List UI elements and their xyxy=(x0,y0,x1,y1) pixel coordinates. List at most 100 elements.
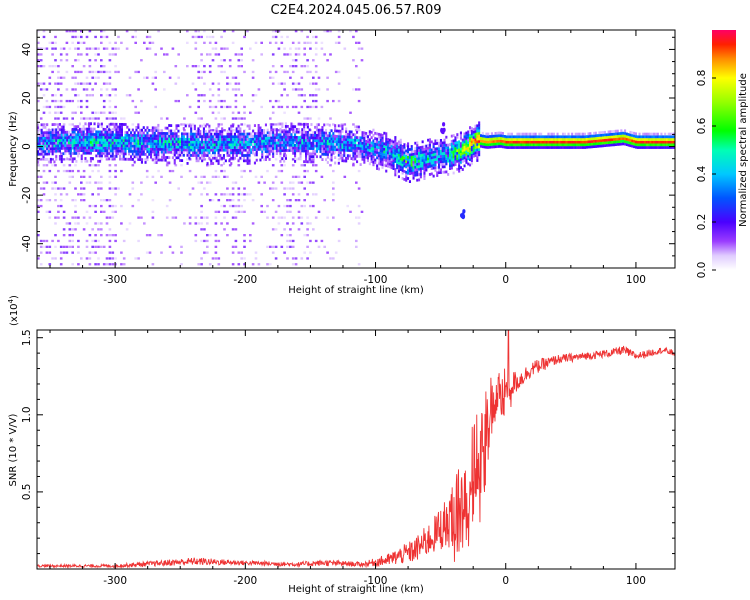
heatmap-cell xyxy=(255,142,258,146)
colorbar-tick-label: 0.2 xyxy=(696,214,708,231)
heatmap-cell xyxy=(268,139,271,143)
heatmap-cell xyxy=(507,135,510,139)
heatmap-cell xyxy=(234,88,238,91)
heatmap-cell xyxy=(120,131,123,134)
heatmap-cell xyxy=(280,164,284,167)
heatmap-cell xyxy=(122,257,126,260)
heatmap-cell xyxy=(326,59,329,62)
heatmap-cell xyxy=(654,146,657,149)
heatmap-cell xyxy=(487,140,490,144)
heatmap-cell xyxy=(55,149,58,153)
heatmap-cell xyxy=(354,154,357,158)
heatmap-cell xyxy=(243,130,246,133)
heatmap-cell xyxy=(88,125,91,128)
heatmap-cell xyxy=(469,134,472,137)
heatmap-cell xyxy=(232,135,235,139)
heatmap-cell xyxy=(463,148,466,152)
heatmap-cell xyxy=(377,146,380,150)
heatmap-cell xyxy=(547,146,550,149)
heatmap-cell xyxy=(237,148,240,152)
heatmap-cell xyxy=(487,132,490,136)
heatmap-cell xyxy=(294,88,298,91)
heatmap-cell xyxy=(237,111,241,114)
heatmap-cell xyxy=(162,156,165,159)
heatmap-cell xyxy=(100,187,103,190)
heatmap-cell xyxy=(161,148,164,151)
heatmap-cell xyxy=(252,151,255,154)
heatmap-cell xyxy=(113,136,116,139)
colorbar-label: Normalized spectral amplitude xyxy=(738,73,749,227)
y-tick-label: 1.0 xyxy=(21,406,33,423)
heatmap-cell xyxy=(197,76,200,79)
heatmap-cell xyxy=(131,150,134,153)
heatmap-cell xyxy=(414,171,417,174)
heatmap-cell xyxy=(598,139,601,143)
heatmap-cell xyxy=(583,138,586,141)
heatmap-cell xyxy=(154,76,157,79)
heatmap-cell xyxy=(309,204,312,208)
heatmap-cell xyxy=(241,138,244,141)
heatmap-cell xyxy=(100,138,103,142)
heatmap-cell xyxy=(249,169,252,173)
heatmap-cell xyxy=(461,144,464,147)
heatmap-cell xyxy=(243,159,246,163)
heatmap-cell xyxy=(274,41,278,44)
heatmap-cell xyxy=(243,199,246,202)
heatmap-cell xyxy=(571,143,574,147)
heatmap-cell xyxy=(408,156,411,159)
heatmap-cell xyxy=(562,140,565,144)
heatmap-cell xyxy=(357,144,360,148)
heatmap-cell xyxy=(660,143,663,147)
heatmap-cell xyxy=(611,138,614,141)
heatmap-cell xyxy=(368,162,371,166)
heatmap-cell xyxy=(140,181,143,184)
heatmap-cell xyxy=(399,154,402,158)
heatmap-cell xyxy=(246,140,249,144)
heatmap-cell xyxy=(109,138,112,142)
heatmap-cell xyxy=(259,131,262,135)
heatmap-cell xyxy=(421,140,424,144)
snr-ylabel: SNR (10 * V/V) xyxy=(8,413,19,486)
heatmap-cell xyxy=(166,132,169,135)
heatmap-cell xyxy=(85,99,89,103)
heatmap-cell xyxy=(492,137,495,141)
heatmap-cell xyxy=(283,141,286,144)
heatmap-cell xyxy=(308,152,311,156)
heatmap-cell xyxy=(443,149,446,153)
heatmap-cell xyxy=(201,146,204,149)
heatmap-cell xyxy=(589,145,592,149)
heatmap-cell xyxy=(51,147,54,150)
heatmap-cell xyxy=(68,164,72,167)
heatmap-cell xyxy=(42,187,46,190)
heatmap-cell xyxy=(387,154,390,157)
heatmap-cell xyxy=(357,204,361,208)
heatmap-cell xyxy=(294,125,297,129)
heatmap-cell xyxy=(334,161,337,165)
heatmap-cell xyxy=(283,82,286,85)
heatmap-cell xyxy=(243,154,246,157)
heatmap-cell xyxy=(93,133,96,136)
heatmap-cell xyxy=(407,161,410,164)
heatmap-cell xyxy=(88,234,92,237)
heatmap-cell xyxy=(341,138,344,141)
heatmap-cell xyxy=(516,138,519,141)
heatmap-cell xyxy=(600,133,603,137)
heatmap-cell xyxy=(314,131,317,134)
heatmap-cell xyxy=(558,146,561,149)
heatmap-cell xyxy=(335,140,338,144)
heatmap-cell xyxy=(667,140,670,144)
heatmap-cell xyxy=(303,169,306,173)
heatmap-cell xyxy=(410,163,413,167)
heatmap-cell xyxy=(463,151,466,154)
spectrogram-xlabel: Height of straight line (km) xyxy=(288,285,424,296)
heatmap-cell xyxy=(128,149,131,153)
heatmap-cell xyxy=(295,128,298,131)
heatmap-cell xyxy=(217,124,220,128)
heatmap-cell xyxy=(164,148,167,151)
heatmap-cell xyxy=(636,146,639,149)
heatmap-cell xyxy=(71,88,74,91)
heatmap-cell xyxy=(516,146,519,149)
heatmap-cell xyxy=(334,41,338,44)
heatmap-cell xyxy=(470,140,473,144)
heatmap-cell xyxy=(439,155,442,158)
